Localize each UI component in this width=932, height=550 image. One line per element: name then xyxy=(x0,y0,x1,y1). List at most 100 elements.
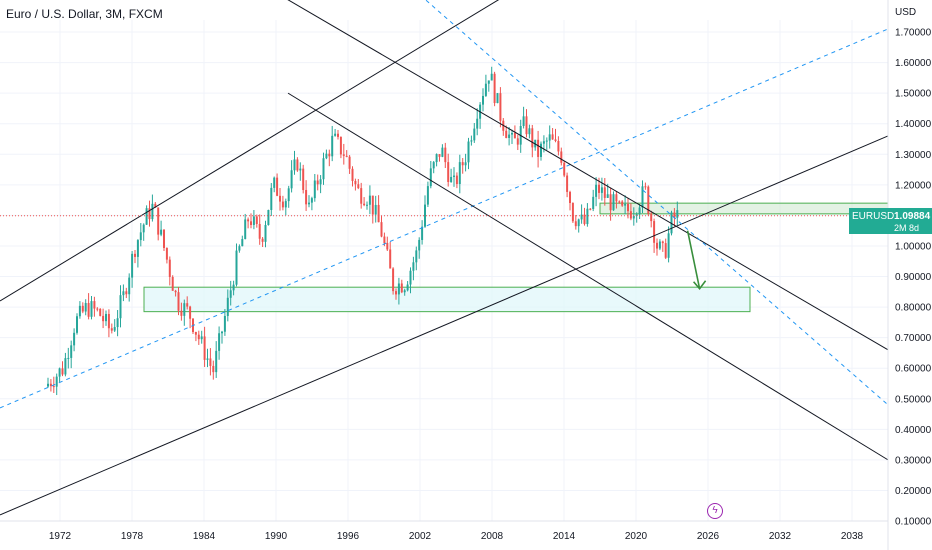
candle-body-64 xyxy=(232,284,235,291)
x-tick-label-2: 1984 xyxy=(193,531,216,542)
candle-body-67 xyxy=(241,239,244,247)
candle-body-128 xyxy=(418,239,421,251)
candle-body-135 xyxy=(438,154,441,157)
candle-body-120 xyxy=(395,291,397,295)
candle-body-112 xyxy=(371,195,374,215)
candle-body-62 xyxy=(226,297,229,316)
candle-body-189 xyxy=(595,184,598,197)
candle-body-162 xyxy=(516,138,519,145)
ascending-channel-upper xyxy=(0,0,500,302)
candle-body-7 xyxy=(67,357,70,359)
time-axis[interactable]: 1972 1978 1984 1990 1996 2002 2008 2014 2020 2026… xyxy=(0,520,888,542)
candle-body-188 xyxy=(592,196,595,210)
candle-body-86 xyxy=(296,159,299,171)
candle-body-216 xyxy=(673,212,676,218)
candle-body-117 xyxy=(386,242,389,250)
candle-body-31 xyxy=(136,240,139,257)
candle-body-148 xyxy=(476,118,479,129)
candle-body-166 xyxy=(528,128,531,135)
candle-body-121 xyxy=(397,283,400,295)
bar-countdown: 2M 8d xyxy=(894,223,920,233)
candle-body-123 xyxy=(403,290,406,293)
candle-body-194 xyxy=(609,194,612,211)
candle-body-214 xyxy=(667,233,670,258)
candle-body-91 xyxy=(310,198,313,203)
candle-body-105 xyxy=(351,168,354,181)
candle-body-186 xyxy=(586,208,589,225)
candle-body-23 xyxy=(113,327,116,331)
candle-body-103 xyxy=(345,155,348,157)
candle-body-9 xyxy=(73,332,76,346)
candle-body-42 xyxy=(168,259,171,277)
candle-body-134 xyxy=(435,154,438,163)
candle-body-192 xyxy=(603,187,606,198)
candle-body-75 xyxy=(264,224,267,242)
candle-body-93 xyxy=(316,180,319,185)
candle-body-98 xyxy=(331,135,334,157)
candle-body-41 xyxy=(165,247,168,260)
candle-body-25 xyxy=(119,295,122,319)
candle-body-82 xyxy=(284,201,287,208)
candle-body-65 xyxy=(235,250,238,285)
price-axis[interactable]: 0.10000 0.20000 0.30000 0.40000 0.50000 0.600… xyxy=(887,0,932,550)
candle-body-36 xyxy=(151,203,154,220)
candle-body-37 xyxy=(154,203,157,208)
candle-body-207 xyxy=(647,186,650,214)
candle-body-113 xyxy=(374,204,377,215)
candle-body-84 xyxy=(290,170,293,189)
candle-body-167 xyxy=(531,128,534,148)
candle-body-46 xyxy=(180,310,183,316)
candle-body-215 xyxy=(670,212,673,234)
candle-body-47 xyxy=(183,303,186,316)
candle-body-129 xyxy=(421,226,424,240)
candle-body-68 xyxy=(244,219,247,240)
candle-body-39 xyxy=(160,229,163,235)
candle-body-191 xyxy=(600,187,603,193)
chart-title: Euro / U.S. Dollar, 3M, FXCM xyxy=(6,7,163,21)
candle-body-209 xyxy=(653,221,656,243)
candle-body-100 xyxy=(337,133,339,137)
candle-body-109 xyxy=(363,203,366,206)
candle-body-101 xyxy=(339,136,342,155)
candle-body-60 xyxy=(221,331,223,334)
candle-body-34 xyxy=(145,208,148,225)
y-tick-label-6: 0.70000 xyxy=(895,333,932,344)
candle-body-104 xyxy=(348,156,351,169)
candle-body-2 xyxy=(52,386,55,388)
candle-body-71 xyxy=(252,216,255,225)
x-tick-label-1: 1978 xyxy=(121,531,144,542)
candle-body-22 xyxy=(110,328,113,331)
last-price-value: 1.09884 xyxy=(894,211,931,222)
candle-body-190 xyxy=(598,184,600,193)
candle-body-15 xyxy=(90,301,93,317)
candle-body-139 xyxy=(450,176,453,182)
candle-body-158 xyxy=(505,130,508,138)
y-tick-label-11: 1.20000 xyxy=(895,180,932,191)
lightning-bolt-icon[interactable]: ϟ xyxy=(707,503,723,519)
candle-body-187 xyxy=(589,208,592,210)
candle-body-77 xyxy=(270,187,273,210)
candle-body-160 xyxy=(511,132,513,135)
candle-body-55 xyxy=(206,358,209,360)
y-tick-label-9: 1.00000 xyxy=(895,241,932,252)
candle-body-159 xyxy=(508,134,511,138)
candle-body-155 xyxy=(496,93,499,104)
candle-body-66 xyxy=(238,246,241,251)
candle-body-193 xyxy=(606,194,609,198)
candle-body-58 xyxy=(215,350,218,373)
candle-body-178 xyxy=(563,162,566,176)
candle-body-83 xyxy=(287,188,290,202)
candle-body-176 xyxy=(557,140,560,152)
candle-body-132 xyxy=(429,168,432,187)
x-tick-label-11: 2038 xyxy=(841,531,864,542)
zones xyxy=(143,202,889,313)
x-tick-label-3: 1990 xyxy=(265,531,288,542)
candle-body-184 xyxy=(580,214,583,220)
candle-body-174 xyxy=(551,134,554,140)
candle-body-69 xyxy=(247,219,250,222)
candle-body-52 xyxy=(197,334,200,340)
candle-body-147 xyxy=(473,128,476,141)
y-tick-label-3: 0.40000 xyxy=(895,425,932,436)
candle-body-172 xyxy=(545,140,548,142)
